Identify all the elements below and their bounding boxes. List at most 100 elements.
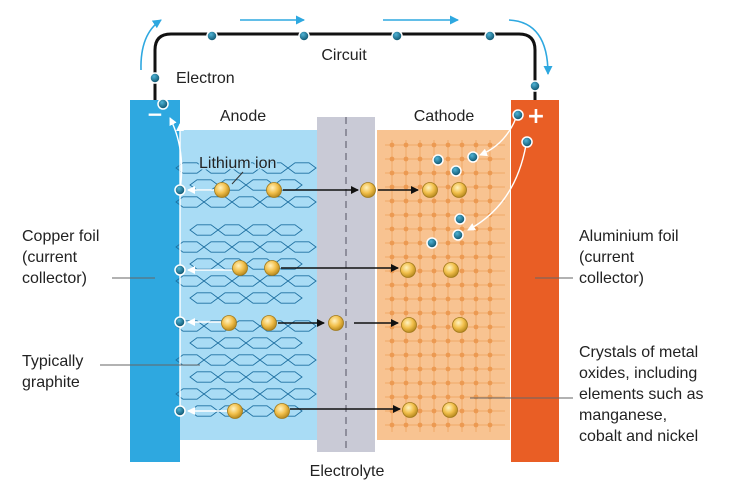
- lattice-node: [487, 184, 493, 190]
- lattice-node: [487, 380, 493, 386]
- lattice-node: [417, 226, 423, 232]
- lattice-node: [389, 198, 395, 204]
- lattice-node: [459, 268, 465, 274]
- graphite-hexagon: [259, 196, 289, 208]
- lattice-node: [459, 254, 465, 260]
- lattice-node: [487, 310, 493, 316]
- lattice-node: [417, 324, 423, 330]
- lithium-ion-circle: [232, 260, 248, 276]
- lattice-node: [417, 408, 423, 414]
- lattice-node: [445, 198, 451, 204]
- lattice-node: [389, 226, 395, 232]
- lattice-node: [487, 240, 493, 246]
- graphite-hexagon: [287, 320, 317, 332]
- lattice-node: [459, 394, 465, 400]
- lattice-node: [445, 324, 451, 330]
- graphite-hexagon: [259, 320, 289, 332]
- flow-arrow: [508, 19, 553, 75]
- graphite-hexagon: [203, 354, 233, 366]
- lithium-ion-circle: [400, 262, 416, 278]
- graphite-hexagon: [259, 275, 289, 287]
- graphite-hexagon: [189, 337, 219, 349]
- aluminium-foil-label-line-1: Aluminium foil: [579, 228, 679, 245]
- electron-circle: [529, 80, 541, 92]
- lattice-node: [431, 198, 437, 204]
- copper-foil-label-line-1: Copper foil: [22, 228, 99, 245]
- graphite-hexagon: [259, 162, 289, 174]
- anode-electrons: [157, 98, 186, 417]
- lattice-node: [487, 296, 493, 302]
- lattice-node: [431, 380, 437, 386]
- graphite-hexagon: [203, 275, 233, 287]
- lattice-node: [459, 310, 465, 316]
- lattice-node: [487, 170, 493, 176]
- lattice-node: [487, 422, 493, 428]
- lattice-node: [389, 380, 395, 386]
- aluminium-foil-label-line-2: (current: [579, 249, 635, 266]
- crystals-label-line-3: elements such as: [579, 386, 704, 403]
- copper-foil-label-line-3: collector): [22, 270, 87, 287]
- graphite-hexagon: [259, 388, 289, 400]
- lattice-node: [473, 254, 479, 260]
- lattice-node: [459, 282, 465, 288]
- lattice-node: [431, 408, 437, 414]
- lattice-node: [403, 170, 409, 176]
- lattice-node: [459, 198, 465, 204]
- graphite-hexagon: [287, 354, 317, 366]
- lattice-node: [473, 170, 479, 176]
- anode-release-arrows: [187, 186, 232, 415]
- lattice-node: [431, 170, 437, 176]
- lattice-node: [445, 212, 451, 218]
- graphite-label-line-2: graphite: [22, 374, 80, 391]
- lattice-node: [431, 394, 437, 400]
- circuit-electrons: [149, 30, 541, 92]
- crystals-label-line-5: cobalt and nickel: [579, 428, 698, 445]
- lattice-node: [403, 254, 409, 260]
- lattice-node: [473, 338, 479, 344]
- lattice-node: [389, 142, 395, 148]
- lattice-node: [459, 380, 465, 386]
- lattice-node: [445, 156, 451, 162]
- lattice-node: [459, 156, 465, 162]
- lattice-node: [403, 184, 409, 190]
- lattice-node: [417, 366, 423, 372]
- lithium-ion-circle: [443, 262, 459, 278]
- lattice-node: [473, 212, 479, 218]
- electron-circle: [426, 237, 438, 249]
- graphite-hexagon: [175, 162, 205, 174]
- lattice-node: [403, 310, 409, 316]
- electron-circle: [521, 136, 533, 148]
- lattice-node: [473, 184, 479, 190]
- lattice-node: [445, 422, 451, 428]
- lattice-node: [417, 170, 423, 176]
- graphite-hexagon: [245, 337, 275, 349]
- lattice-node: [473, 296, 479, 302]
- lattice-node: [431, 352, 437, 358]
- lithium-ion-circle: [452, 317, 468, 333]
- lithium-ion-circle: [328, 315, 344, 331]
- lattice-node: [389, 296, 395, 302]
- graphite-hexagon: [287, 196, 317, 208]
- graphite-hexagon: [273, 292, 303, 304]
- lattice-node: [417, 156, 423, 162]
- leader-lines: [100, 277, 573, 399]
- lattice-node: [473, 268, 479, 274]
- lithium-ion-label: Lithium ion: [199, 155, 276, 172]
- lattice-node: [403, 156, 409, 162]
- copper-foil: [130, 100, 180, 462]
- lattice-node: [473, 198, 479, 204]
- electron-circle: [174, 264, 186, 276]
- lattice-node: [389, 422, 395, 428]
- circuit-wire: [153, 32, 537, 100]
- circuit-label: Circuit: [321, 47, 367, 64]
- lattice-node: [459, 408, 465, 414]
- graphite-hexagon: [217, 371, 247, 383]
- lattice-node: [417, 422, 423, 428]
- lattice-node: [431, 142, 437, 148]
- electron-circle: [454, 213, 466, 225]
- lattice-node: [417, 254, 423, 260]
- electron-circle: [432, 154, 444, 166]
- lattice-node: [389, 184, 395, 190]
- graphite-hexagon: [217, 337, 247, 349]
- lattice-node: [417, 352, 423, 358]
